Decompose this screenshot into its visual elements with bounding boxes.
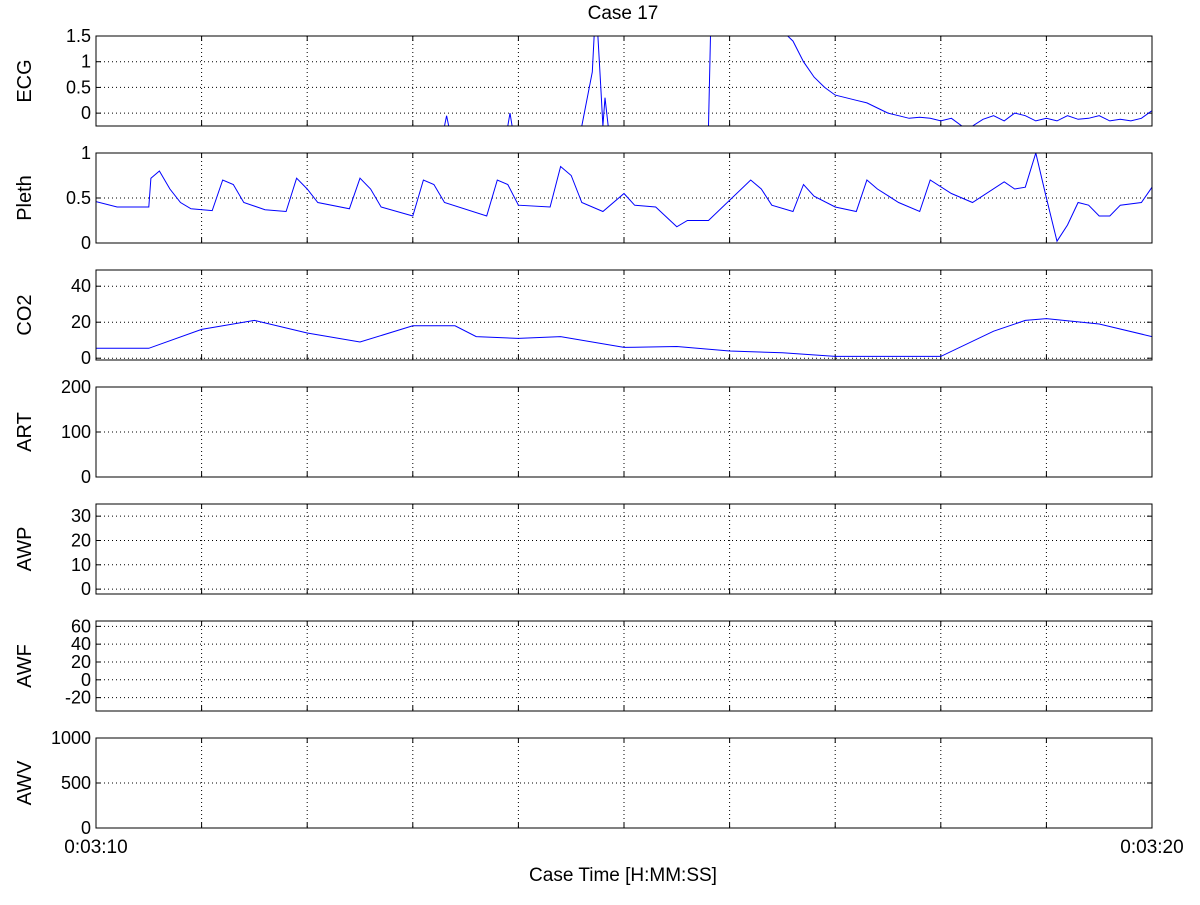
y-tick-label: 0 — [81, 818, 91, 838]
y-tick-label: 20 — [71, 530, 91, 550]
y-tick-label: 0 — [81, 233, 91, 253]
x-tick-label-end: 0:03:20 — [1120, 837, 1183, 858]
y-tick-label: 0 — [81, 579, 91, 599]
y-tick-label: 40 — [71, 634, 91, 654]
y-tick-label: 1 — [81, 143, 91, 163]
y-tick-label: 40 — [71, 276, 91, 296]
y-tick-label: 1 — [81, 52, 91, 72]
y-tick-label: 200 — [61, 377, 91, 397]
y-tick-label: 1000 — [51, 728, 91, 748]
y-tick-label: 20 — [71, 312, 91, 332]
y-tick-label: 100 — [61, 422, 91, 442]
plot-frame — [95, 737, 1153, 829]
panel-awv: 0 500 1000 AWV — [14, 728, 1153, 838]
plot-frame — [95, 35, 1153, 127]
y-tick-label: 10 — [71, 555, 91, 575]
y-tick-label: 500 — [61, 773, 91, 793]
y-tick-label: 0 — [81, 670, 91, 690]
y-axis-label: AWP — [14, 527, 36, 572]
plot-frame — [95, 269, 1153, 361]
y-axis-label: Pleth — [14, 175, 36, 221]
plot-frame — [95, 620, 1153, 712]
series-line-co2 — [96, 318, 1152, 357]
series-line-pleth — [96, 153, 1152, 243]
x-tick-label-start: 0:03:10 — [64, 837, 127, 858]
panel-ecg: 0 0.5 1 1.5 ECG — [14, 26, 1153, 127]
y-tick-label: 20 — [71, 652, 91, 672]
y-tick-label: 1.5 — [66, 26, 91, 46]
x-axis-label: Case Time [H:MM:SS] — [529, 865, 717, 886]
y-tick-label: 60 — [71, 616, 91, 636]
panel-co2: 0 20 40 CO2 — [14, 269, 1153, 368]
panel-awp: 0 10 20 30 AWP — [14, 503, 1153, 599]
y-axis-label: CO2 — [14, 294, 36, 335]
y-tick-label: 0.5 — [66, 188, 91, 208]
y-tick-label: 0 — [81, 467, 91, 487]
y-tick-label: 0 — [81, 103, 91, 123]
plot-frame — [95, 503, 1153, 595]
panels-group: 00.511.5ECG00.51Pleth02040CO20100200ART0… — [14, 26, 1153, 838]
chart-title: Case 17 — [588, 3, 659, 24]
panel-art: 0 100 200 ART — [14, 377, 1153, 487]
y-axis-label: AWF — [14, 644, 36, 688]
panel-pleth: 0 0.5 1 Pleth — [14, 143, 1153, 253]
y-tick-label: 30 — [71, 506, 91, 526]
y-tick-label: 0 — [81, 348, 91, 368]
y-axis-label: AWV — [14, 760, 36, 805]
y-tick-label: 0.5 — [66, 77, 91, 97]
series-line-ecg — [96, 36, 1152, 126]
plot-frame — [95, 152, 1153, 244]
y-axis-label: ART — [14, 412, 36, 452]
plot-frame — [95, 386, 1153, 478]
y-tick-label: -20 — [65, 688, 91, 708]
y-axis-label: ECG — [14, 59, 36, 102]
